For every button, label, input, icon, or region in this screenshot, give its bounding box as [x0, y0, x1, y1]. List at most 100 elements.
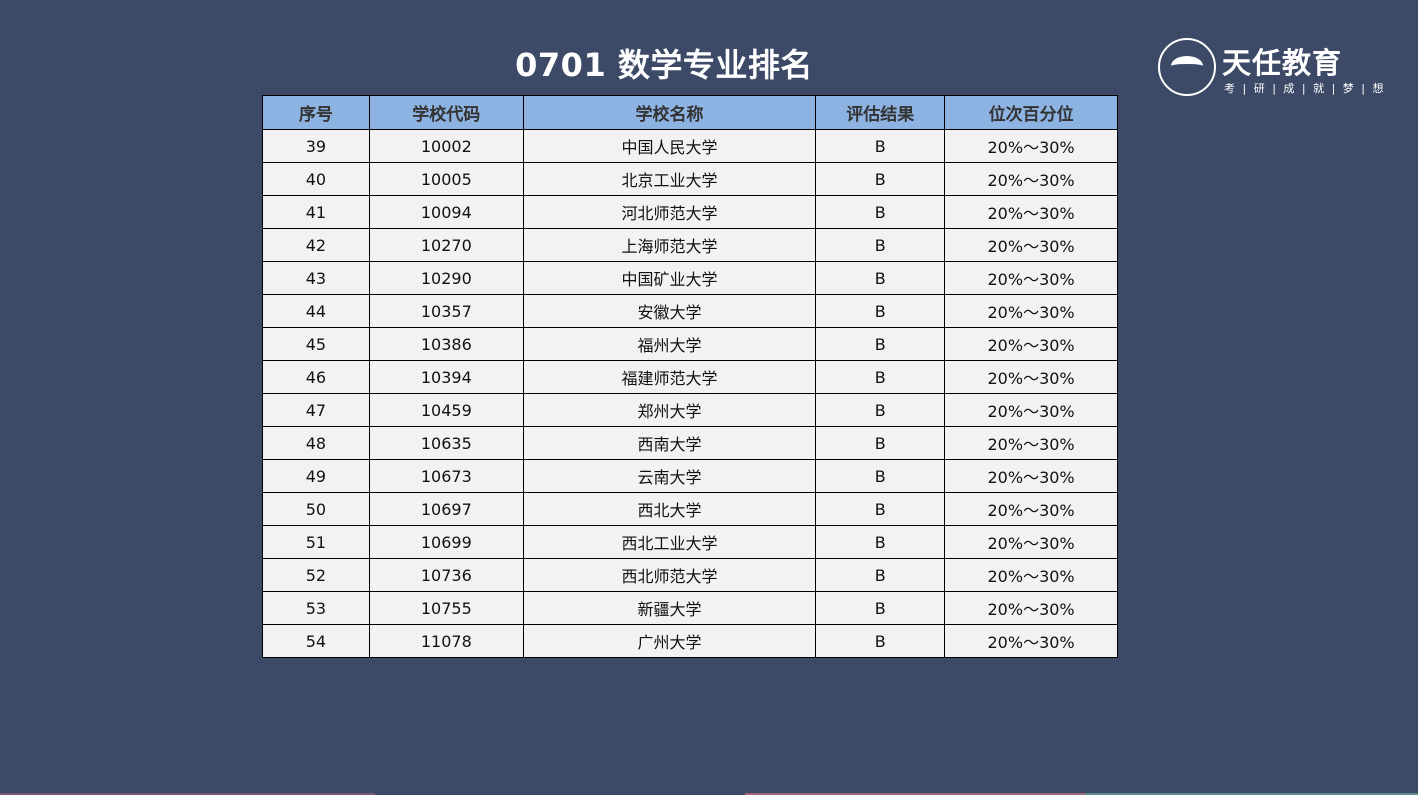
table-row: 41 10094 河北师范大学 B 20%～30%: [262, 195, 1118, 229]
cell-rank: 51: [262, 525, 370, 559]
cell-school-name: 河北师范大学: [522, 195, 817, 229]
cell-evaluation: B: [815, 591, 946, 625]
cell-school-code: 10290: [368, 261, 524, 295]
header-school-code: 学校代码: [368, 95, 524, 130]
cell-evaluation: B: [815, 327, 946, 361]
cell-evaluation: B: [815, 525, 946, 559]
header-evaluation: 评估结果: [815, 95, 946, 130]
cell-percentile: 20%～30%: [944, 162, 1118, 196]
cell-school-code: 10755: [368, 591, 524, 625]
table-row: 44 10357 安徽大学 B 20%～30%: [262, 294, 1118, 328]
cell-school-name: 中国人民大学: [522, 129, 817, 163]
cell-percentile: 20%～30%: [944, 294, 1118, 328]
cell-evaluation: B: [815, 261, 946, 295]
cell-percentile: 20%～30%: [944, 558, 1118, 592]
cell-school-code: 10697: [368, 492, 524, 526]
table-row: 50 10697 西北大学 B 20%～30%: [262, 492, 1118, 526]
cell-school-code: 10673: [368, 459, 524, 493]
cell-rank: 43: [262, 261, 370, 295]
cell-school-code: 10699: [368, 525, 524, 559]
cell-school-code: 10005: [368, 162, 524, 196]
cell-school-name: 西南大学: [522, 426, 817, 460]
cell-rank: 54: [262, 624, 370, 658]
cell-percentile: 20%～30%: [944, 261, 1118, 295]
cell-rank: 45: [262, 327, 370, 361]
cell-percentile: 20%～30%: [944, 525, 1118, 559]
bottom-strip: [0, 793, 375, 795]
cell-rank: 47: [262, 393, 370, 427]
table-row: 52 10736 西北师范大学 B 20%～30%: [262, 558, 1118, 592]
header-rank: 序号: [262, 95, 370, 130]
cell-percentile: 20%～30%: [944, 624, 1118, 658]
cell-percentile: 20%～30%: [944, 591, 1118, 625]
table-row: 39 10002 中国人民大学 B 20%～30%: [262, 129, 1118, 163]
cell-school-name: 福州大学: [522, 327, 817, 361]
table-row: 53 10755 新疆大学 B 20%～30%: [262, 591, 1118, 625]
cell-school-name: 西北师范大学: [522, 558, 817, 592]
ranking-table: 序号 学校代码 学校名称 评估结果 位次百分位 39 10002 中国人民大学 B 20%～30…: [262, 95, 1118, 658]
cell-school-name: 西北大学: [522, 492, 817, 526]
cell-rank: 52: [262, 558, 370, 592]
logo-slogan: 考 | 研 | 成 | 就 | 梦 | 想: [1224, 82, 1386, 95]
cell-school-code: 10459: [368, 393, 524, 427]
cell-evaluation: B: [815, 195, 946, 229]
cell-rank: 50: [262, 492, 370, 526]
cell-school-code: 10002: [368, 129, 524, 163]
cell-evaluation: B: [815, 129, 946, 163]
table-row: 40 10005 北京工业大学 B 20%～30%: [262, 162, 1118, 196]
header-school-name: 学校名称: [522, 95, 817, 130]
table-row: 47 10459 郑州大学 B 20%～30%: [262, 393, 1118, 427]
cell-percentile: 20%～30%: [944, 393, 1118, 427]
cell-school-code: 10394: [368, 360, 524, 394]
table-row: 42 10270 上海师范大学 B 20%～30%: [262, 228, 1118, 262]
cell-rank: 48: [262, 426, 370, 460]
cell-school-code: 10094: [368, 195, 524, 229]
cell-evaluation: B: [815, 492, 946, 526]
cell-percentile: 20%～30%: [944, 459, 1118, 493]
cell-school-name: 西北工业大学: [522, 525, 817, 559]
cell-school-name: 郑州大学: [522, 393, 817, 427]
cell-rank: 41: [262, 195, 370, 229]
cell-percentile: 20%～30%: [944, 492, 1118, 526]
cell-evaluation: B: [815, 558, 946, 592]
cell-evaluation: B: [815, 426, 946, 460]
table-row: 48 10635 西南大学 B 20%～30%: [262, 426, 1118, 460]
cell-percentile: 20%～30%: [944, 195, 1118, 229]
table-row: 54 11078 广州大学 B 20%～30%: [262, 624, 1118, 658]
page-title: 0701 数学专业排名: [515, 46, 813, 84]
cell-school-code: 10736: [368, 558, 524, 592]
cell-rank: 42: [262, 228, 370, 262]
cell-percentile: 20%～30%: [944, 228, 1118, 262]
cell-evaluation: B: [815, 393, 946, 427]
cell-percentile: 20%～30%: [944, 426, 1118, 460]
table-header-row: 序号 学校代码 学校名称 评估结果 位次百分位: [262, 95, 1118, 130]
logo-name: 天任教育: [1222, 46, 1343, 80]
cell-school-code: 10635: [368, 426, 524, 460]
cell-evaluation: B: [815, 624, 946, 658]
cell-rank: 46: [262, 360, 370, 394]
cell-school-name: 安徽大学: [522, 294, 817, 328]
cell-school-code: 10357: [368, 294, 524, 328]
cell-rank: 39: [262, 129, 370, 163]
cell-rank: 49: [262, 459, 370, 493]
table-row: 51 10699 西北工业大学 B 20%～30%: [262, 525, 1118, 559]
table-row: 49 10673 云南大学 B 20%～30%: [262, 459, 1118, 493]
logo: 天任教育 考 | 研 | 成 | 就 | 梦 | 想: [1158, 38, 1384, 100]
cell-percentile: 20%～30%: [944, 129, 1118, 163]
cell-school-name: 广州大学: [522, 624, 817, 658]
cell-evaluation: B: [815, 162, 946, 196]
table-row: 45 10386 福州大学 B 20%～30%: [262, 327, 1118, 361]
bottom-strip: [1085, 793, 1418, 795]
cell-evaluation: B: [815, 360, 946, 394]
cell-rank: 53: [262, 591, 370, 625]
cell-school-name: 上海师范大学: [522, 228, 817, 262]
cell-percentile: 20%～30%: [944, 360, 1118, 394]
cell-school-name: 云南大学: [522, 459, 817, 493]
cell-evaluation: B: [815, 228, 946, 262]
table-row: 43 10290 中国矿业大学 B 20%～30%: [262, 261, 1118, 295]
graduation-cap-icon: [1158, 38, 1216, 96]
cell-evaluation: B: [815, 294, 946, 328]
cell-school-name: 中国矿业大学: [522, 261, 817, 295]
cell-school-name: 北京工业大学: [522, 162, 817, 196]
cell-rank: 44: [262, 294, 370, 328]
